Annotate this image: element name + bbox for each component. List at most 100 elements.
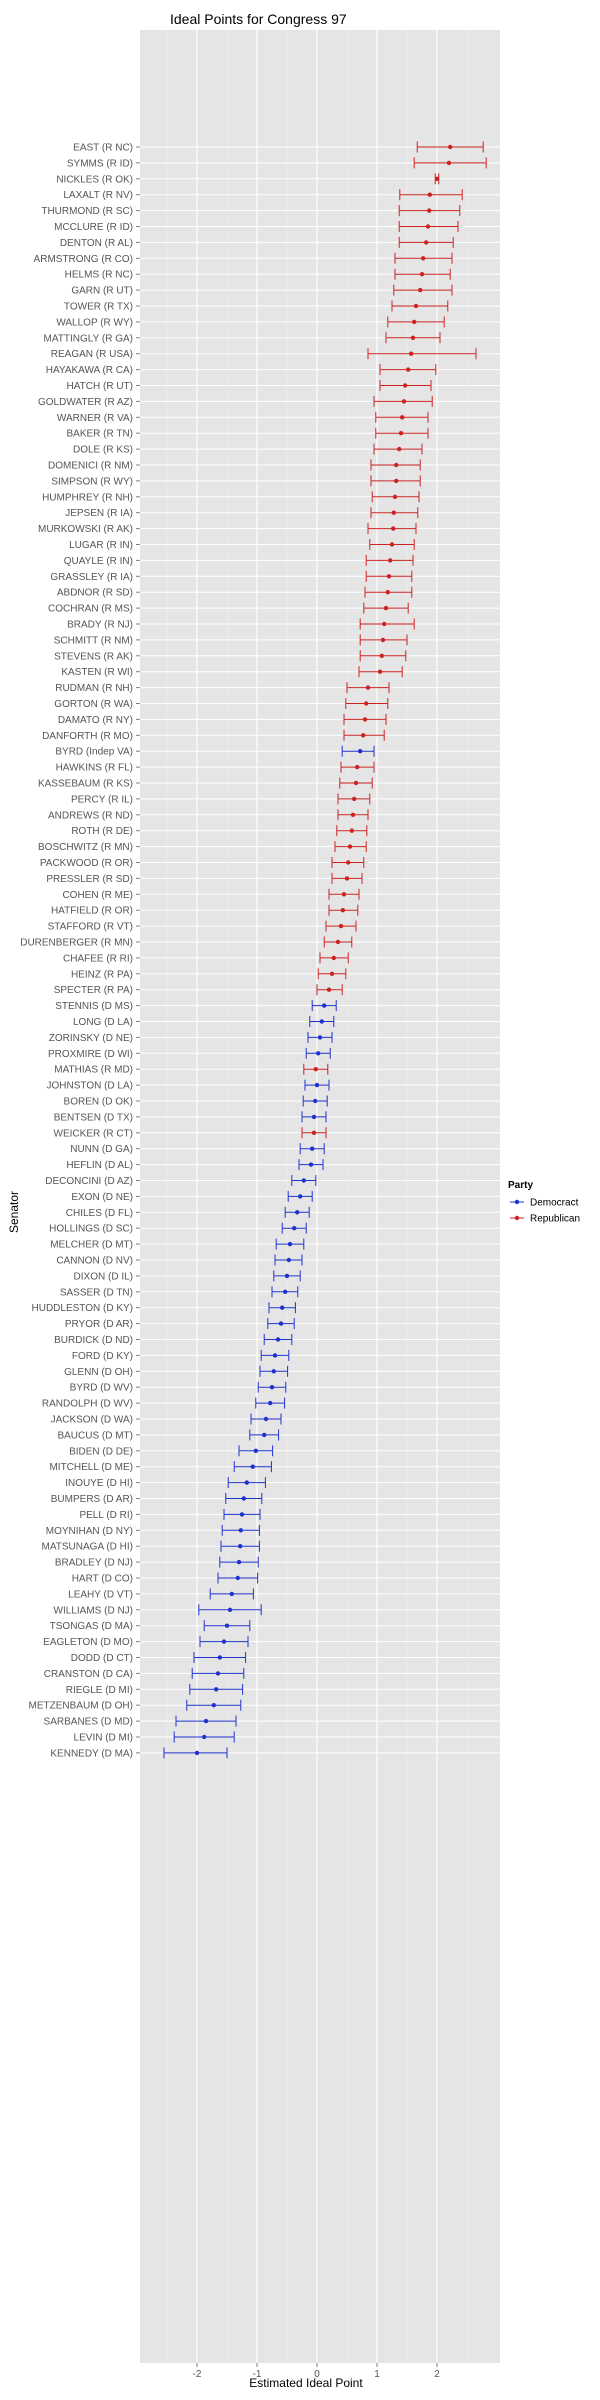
senator-label: HUDDLESTON (D KY) (32, 1303, 134, 1314)
senator-label: DURENBERGER (R MN) (20, 938, 133, 949)
senator-label: HELMS (R NC) (65, 270, 133, 281)
senator-label: PROXMIRE (D WI) (48, 1049, 133, 1060)
ideal-point (427, 208, 432, 213)
senator-label: BOREN (D OK) (64, 1097, 133, 1108)
senator-label: BRADY (R NJ) (67, 620, 133, 631)
ideal-point (403, 383, 408, 388)
senator-label: LEVIN (D MI) (74, 1733, 133, 1744)
ideal-point (271, 1369, 276, 1374)
ideal-point (263, 1416, 269, 1422)
y-tick-labels: EAST (R NC) SYMMS (R ID) NICKLES (R OK) LAX… (20, 143, 140, 1759)
ideal-point (335, 939, 341, 945)
ideal-point (239, 1512, 245, 1517)
senator-label: JEPSEN (R IA) (65, 508, 133, 519)
senator-label: SIMPSON (R WY) (51, 476, 133, 487)
ideal-point (391, 510, 396, 515)
senator-label: KENNEDY (D MA) (50, 1748, 133, 1759)
ideal-point (286, 1257, 291, 1263)
senator-label: WALLOP (R WY) (56, 317, 133, 328)
ideal-point (338, 923, 344, 929)
senator-label: BRADLEY (D NJ) (55, 1558, 133, 1569)
senator-label: DANFORTH (R MO) (42, 731, 133, 742)
ideal-point (253, 1448, 258, 1454)
ideal-point (319, 1019, 324, 1024)
ideal-point (400, 415, 405, 420)
ideal-point (229, 1591, 234, 1597)
senator-label: GLENN (D OH) (64, 1367, 133, 1378)
senator-label: MATTINGLY (R GA) (44, 333, 133, 344)
senator-label: BIDEN (D DE) (69, 1446, 133, 1457)
ideal-point (350, 812, 356, 817)
y-axis-title: Senator (7, 1191, 21, 1233)
ideal-point (425, 224, 431, 229)
ideal-point (244, 1480, 249, 1485)
ideal-point (202, 1734, 207, 1740)
senator-label: INOUYE (D HI) (65, 1478, 133, 1489)
ideal-point (397, 446, 402, 452)
ideal-point (346, 860, 351, 865)
senator-label: REAGAN (R USA) (51, 349, 133, 360)
senator-label: DAMATO (R NY) (58, 715, 133, 726)
senator-label: RANDOLPH (D WV) (42, 1399, 133, 1410)
ideal-point (382, 621, 387, 627)
senator-label: CANNON (D NV) (56, 1256, 133, 1267)
ideal-point (310, 1146, 315, 1151)
senator-label: METZENBAUM (D OH) (29, 1701, 133, 1712)
senator-label: KASSEBAUM (R KS) (38, 779, 133, 790)
ideal-point (352, 796, 357, 802)
ideal-point (424, 240, 429, 245)
senator-label: SYMMS (R ID) (67, 158, 133, 169)
ideal-point (301, 1178, 306, 1183)
ideal-point (389, 542, 395, 547)
senator-label: MCCLURE (R ID) (54, 222, 133, 233)
ideal-point (238, 1528, 243, 1533)
ideal-point (391, 526, 396, 531)
ideal-point (392, 494, 398, 499)
ideal-point (292, 1226, 297, 1231)
senator-label: COCHRAN (R MS) (48, 604, 133, 615)
senator-label: PACKWOOD (R OR) (40, 858, 133, 869)
senator-label: LONG (D LA) (73, 1017, 133, 1028)
senator-label: STAFFORD (R VT) (48, 922, 133, 933)
ideal-point (224, 1623, 230, 1628)
senator-label: JACKSON (D WA) (51, 1415, 133, 1426)
senator-label: STEVENS (R AK) (54, 651, 133, 662)
ideal-point (421, 256, 426, 261)
x-tick-label: -1 (253, 2369, 262, 2380)
ideal-point (215, 1671, 221, 1676)
senator-label: TOWER (R TX) (64, 302, 133, 313)
senator-label: QUAYLE (R IN) (64, 556, 133, 567)
ideal-point (394, 462, 399, 468)
senator-label: BENTSEN (D TX) (54, 1112, 133, 1123)
ideal-point (275, 1337, 281, 1342)
senator-label: JOHNSTON (D LA) (47, 1081, 134, 1092)
ideal-point (287, 1241, 293, 1247)
senator-label: HATFIELD (R OR) (51, 906, 133, 917)
senator-label: ANDREWS (R ND) (48, 810, 133, 821)
senator-label: GOLDWATER (R AZ) (38, 397, 133, 408)
senator-label: MATHIAS (R MD) (54, 1065, 133, 1076)
ideal-point (314, 1082, 320, 1088)
ideal-point (331, 955, 336, 961)
ideal-point (340, 908, 345, 913)
senator-label: NICKLES (R OK) (56, 174, 133, 185)
senator-label: BUMPERS (D AR) (51, 1494, 133, 1505)
senator-label: SASSER (D TN) (60, 1287, 133, 1298)
senator-label: HAWKINS (R FL) (56, 763, 133, 774)
ideal-point (316, 1051, 321, 1056)
ideal-point (347, 844, 353, 849)
ideal-point (355, 764, 360, 770)
senator-label: BYRD (Indep VA) (55, 747, 133, 758)
senator-label: SARBANES (D MD) (44, 1717, 133, 1728)
ideal-point (448, 144, 453, 150)
senator-label: BOSCHWITZ (R MN) (38, 842, 133, 853)
legend-entries: Democract Republican (510, 1198, 580, 1225)
ideal-point (377, 669, 383, 674)
senator-label: MATSUNAGA (D HI) (42, 1542, 133, 1553)
ideal-point (217, 1655, 222, 1660)
chart-title: Ideal Points for Congress 97 (170, 11, 347, 27)
senator-label: PELL (D RI) (79, 1510, 133, 1521)
ideal-point (235, 1575, 240, 1581)
senator-label: BAKER (R TN) (67, 429, 134, 440)
